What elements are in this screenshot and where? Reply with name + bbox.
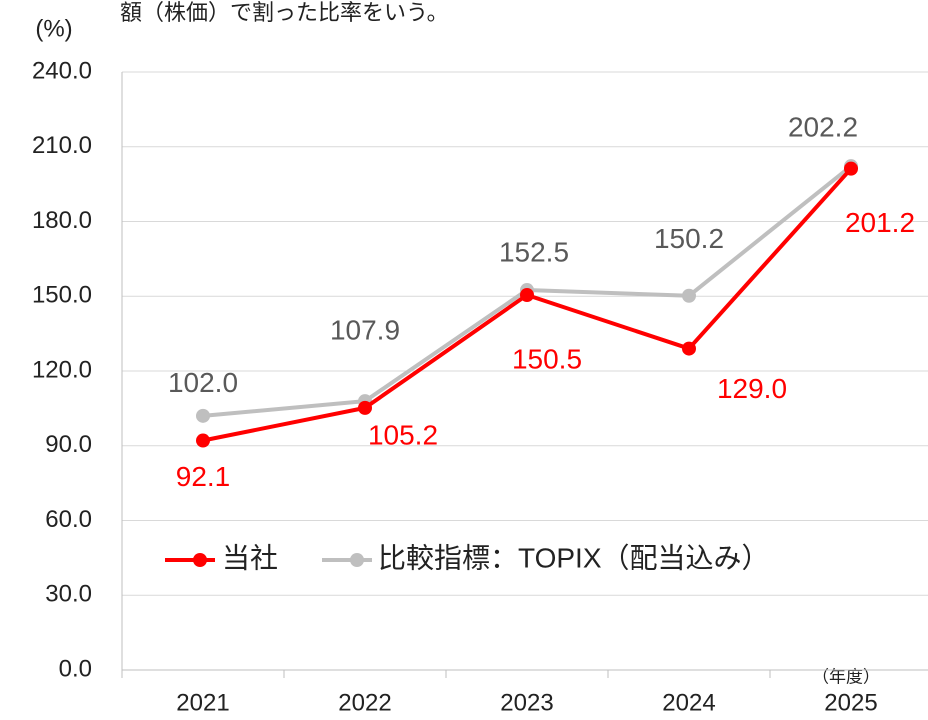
data-label: 107.9 (330, 315, 400, 346)
x-tick-label: 2023 (500, 689, 553, 716)
y-tick-label: 240.0 (32, 57, 92, 84)
point (358, 400, 372, 415)
x-axis-label: （年度） (812, 667, 880, 686)
data-label: 102.0 (168, 367, 238, 398)
y-tick-label: 60.0 (45, 506, 92, 533)
legend-marker (350, 553, 364, 567)
x-tick-label: 2024 (662, 689, 715, 716)
data-label: 201.2 (845, 207, 915, 238)
data-label: 92.1 (176, 461, 231, 492)
legend-marker (193, 553, 207, 567)
y-tick-label: 150.0 (32, 282, 92, 309)
point (196, 408, 210, 423)
point (682, 341, 696, 356)
point (682, 288, 696, 303)
data-label: 129.0 (717, 373, 787, 404)
y-tick-label: 0.0 (59, 655, 92, 682)
x-tick-label: 2022 (338, 689, 391, 716)
x-tick-label: 2025 (824, 689, 877, 716)
data-label: 150.2 (654, 223, 724, 254)
data-label: 202.2 (788, 112, 858, 143)
point (520, 288, 534, 303)
y-tick-label: 180.0 (32, 207, 92, 234)
y-axis-label: (%) (35, 15, 72, 42)
legend-label: 比較指標：TOPIX（配当込み） (378, 542, 770, 573)
legend-label: 当社 (222, 542, 278, 573)
y-tick-label: 210.0 (32, 132, 92, 159)
data-label: 105.2 (368, 419, 438, 450)
data-label: 150.5 (512, 343, 582, 374)
point (844, 161, 858, 176)
x-tick-label: 2021 (176, 689, 229, 716)
point (196, 433, 210, 448)
annotation: 額（株価）で割った比率をいう。 (120, 0, 449, 25)
data-label: 152.5 (499, 236, 569, 267)
y-tick-label: 30.0 (45, 581, 92, 608)
y-tick-label: 120.0 (32, 356, 92, 383)
y-tick-label: 90.0 (45, 431, 92, 458)
